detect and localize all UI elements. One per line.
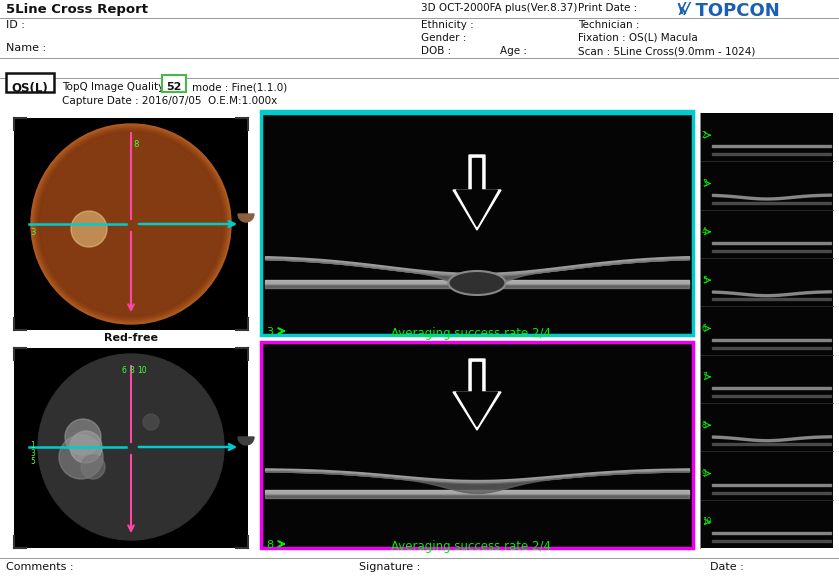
Bar (261, 342, 693, 548)
Text: 10: 10 (702, 517, 711, 527)
Circle shape (65, 419, 101, 455)
Text: 1: 1 (30, 441, 34, 450)
Circle shape (39, 132, 223, 316)
Circle shape (37, 130, 225, 318)
Text: 5Line Cross Report: 5Line Cross Report (6, 3, 148, 16)
Ellipse shape (450, 272, 504, 294)
Text: 4: 4 (702, 227, 707, 236)
Bar (162, 75, 186, 92)
Text: Date :: Date : (710, 562, 743, 572)
Circle shape (81, 455, 105, 479)
Circle shape (71, 211, 107, 247)
Text: 8: 8 (129, 366, 133, 375)
Polygon shape (456, 158, 498, 227)
Text: TOPCON: TOPCON (683, 2, 779, 20)
Text: 10: 10 (137, 366, 147, 375)
Text: 3: 3 (30, 449, 35, 458)
Polygon shape (456, 362, 498, 427)
Text: 3: 3 (702, 179, 707, 188)
Text: 3: 3 (30, 228, 35, 237)
Text: 6: 6 (702, 324, 707, 333)
Bar (261, 113, 693, 335)
Circle shape (35, 128, 227, 320)
Text: Ethnicity :: Ethnicity : (421, 20, 474, 30)
Text: Signature :: Signature : (359, 562, 420, 572)
Bar (14, 118, 248, 330)
Text: mode : Fine(1.1.0): mode : Fine(1.1.0) (192, 82, 287, 92)
Text: Red-free: Red-free (104, 333, 158, 343)
Text: 6: 6 (121, 366, 126, 375)
Wedge shape (238, 437, 254, 445)
Bar (6, 73, 54, 92)
Circle shape (59, 435, 103, 479)
Bar (700, 113, 833, 548)
Text: OS(L): OS(L) (12, 82, 49, 95)
Text: DOB :: DOB : (421, 46, 451, 56)
Text: 2: 2 (702, 131, 706, 140)
Circle shape (33, 126, 229, 322)
Text: 8: 8 (133, 140, 138, 149)
Circle shape (38, 354, 224, 540)
Bar (14, 348, 248, 548)
Text: Name :: Name : (6, 43, 46, 53)
Circle shape (143, 414, 159, 430)
Text: Age :: Age : (500, 46, 527, 56)
Text: 7: 7 (702, 372, 707, 381)
Text: Comments :: Comments : (6, 562, 74, 572)
Text: 3D OCT-2000FA plus(Ver.8.37): 3D OCT-2000FA plus(Ver.8.37) (421, 3, 577, 13)
Text: 5: 5 (30, 457, 35, 466)
Text: Capture Date : 2016/07/05  O.E.M:1.000x: Capture Date : 2016/07/05 O.E.M:1.000x (62, 96, 277, 106)
Text: Gender :: Gender : (421, 33, 466, 43)
Polygon shape (453, 155, 501, 230)
Polygon shape (453, 359, 501, 430)
Wedge shape (238, 214, 254, 222)
Text: 52: 52 (166, 82, 182, 92)
Text: Averaging success rate 2/4: Averaging success rate 2/4 (391, 327, 551, 340)
Text: //: // (679, 2, 690, 17)
Text: 9: 9 (702, 469, 707, 478)
Text: 5: 5 (702, 276, 707, 285)
Text: 8: 8 (702, 421, 706, 429)
Text: TopQ Image Quality :: TopQ Image Quality : (62, 82, 171, 92)
Text: 3: 3 (266, 327, 273, 337)
Text: Scan : 5Line Cross(9.0mm - 1024): Scan : 5Line Cross(9.0mm - 1024) (578, 46, 755, 56)
Text: Technician :: Technician : (578, 20, 639, 30)
Circle shape (70, 431, 102, 463)
Text: Averaging success rate 2/4: Averaging success rate 2/4 (391, 540, 551, 553)
Text: ID :: ID : (6, 20, 25, 30)
Text: Print Date :: Print Date : (578, 3, 638, 13)
Text: Fixation : OS(L) Macula: Fixation : OS(L) Macula (578, 33, 698, 43)
Text: 8: 8 (266, 540, 274, 550)
Circle shape (31, 124, 231, 324)
